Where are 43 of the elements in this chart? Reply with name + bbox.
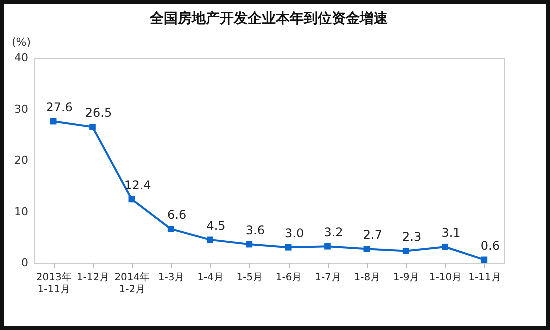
x-tick-label: 1-5月 [236,272,264,284]
data-label: 3.6 [246,224,265,238]
x-tick-label: 1-3月 [158,272,185,284]
x-tick-label: 1-8月 [354,272,381,284]
point [481,256,488,264]
data-label: 27.6 [46,100,73,115]
x-tick-label: 1-4月 [198,272,224,284]
x-tick-label: 2014年 1-2月 [114,272,150,296]
x-tick-label: 1-6月 [276,272,302,284]
point [50,118,57,125]
point [324,243,331,250]
data-label: 2.7 [363,228,382,242]
x-tick-label: 1-11月 [468,272,502,284]
point [364,246,370,252]
x-tick-label: 1-12月 [76,272,110,284]
y-axis-title: (%) [12,36,32,49]
x-tick-label: 1-9月 [393,272,420,284]
point [402,248,410,254]
y-tick-label: 10 [14,205,28,218]
x-tick-label: 1-7月 [315,272,342,284]
data-label: 3.2 [324,226,344,240]
data-label: 3.0 [285,226,304,241]
point [442,244,448,250]
y-tick-label: 0 [22,256,28,270]
data-label: 6.6 [168,208,187,222]
point [246,241,253,248]
data-label: 4.5 [206,218,226,233]
data-label: 0.6 [480,238,500,253]
point [128,196,136,203]
y-tick-label: 20 [14,154,28,167]
x-tick-label: 2013年 1-11月 [36,272,72,296]
y-tick-label: 30 [14,102,28,116]
x-tick-label: 1-10月 [429,272,462,284]
data-label: 2.3 [402,230,422,244]
point [207,236,214,244]
data-label: 26.5 [85,106,112,120]
data-label: 3.1 [442,226,461,240]
chart-title: 全国房地产开发企业本年到位资金增速 [149,10,389,27]
data-label: 12.4 [124,178,152,192]
point [168,226,174,232]
point [90,124,96,130]
y-tick-label: 40 [14,52,28,64]
point [285,244,292,251]
